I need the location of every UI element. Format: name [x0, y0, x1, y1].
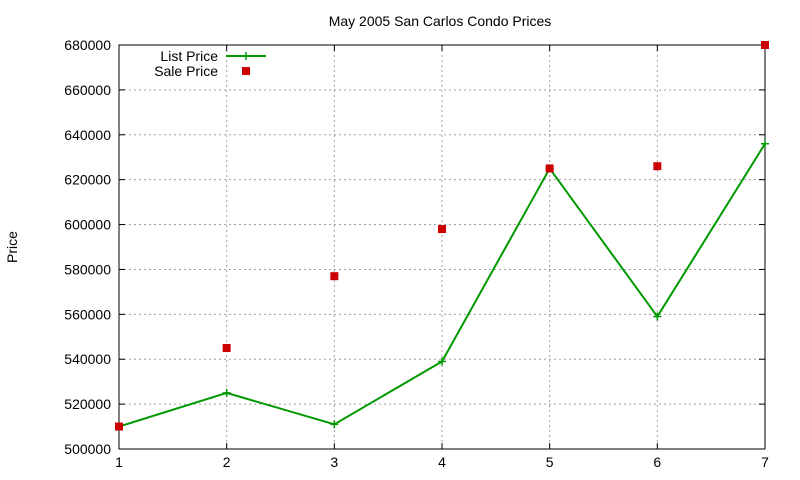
legend-label: List Price	[160, 48, 218, 64]
legend-label: Sale Price	[154, 63, 218, 79]
y-tick-label: 680000	[64, 37, 111, 53]
y-tick-label: 520000	[64, 396, 111, 412]
y-axis-label: Price	[4, 231, 20, 263]
x-tick-label: 6	[653, 454, 661, 470]
y-tick-label: 620000	[64, 172, 111, 188]
legend-swatch-marker	[242, 67, 250, 75]
data-point	[438, 357, 446, 366]
axes: 500000 520000 540000 560000 580000 600000 6200…	[64, 37, 769, 470]
data-point	[330, 272, 339, 281]
y-tick-label: 580000	[64, 261, 111, 277]
y-tick-label: 560000	[64, 306, 111, 322]
data-point	[438, 225, 446, 234]
data-point	[115, 422, 123, 431]
data-point	[222, 344, 231, 352]
chart-title: May 2005 San Carlos Condo Prices	[329, 13, 552, 29]
series-sale-price	[115, 41, 769, 431]
y-tick-label: 500000	[64, 441, 111, 457]
data-point	[761, 41, 769, 49]
data-point	[330, 420, 339, 429]
y-tick-label: 640000	[64, 127, 111, 143]
data-point	[222, 388, 231, 397]
x-tick-label: 3	[330, 454, 338, 470]
data-series	[115, 41, 769, 431]
x-tick-label: 1	[115, 454, 123, 470]
data-point	[545, 164, 554, 173]
y-tick-label: 600000	[64, 217, 111, 233]
data-point	[761, 139, 769, 148]
grid-lines	[119, 45, 765, 449]
legend-swatch-marker	[242, 52, 250, 60]
x-tick-label: 7	[761, 454, 769, 470]
y-tick-label: 660000	[64, 82, 111, 98]
data-point	[653, 162, 662, 171]
x-tick-label: 4	[438, 454, 446, 470]
data-point	[653, 312, 662, 321]
x-tick-label: 5	[546, 454, 554, 470]
x-tick-label: 2	[223, 454, 231, 470]
y-tick-label: 540000	[64, 351, 111, 367]
